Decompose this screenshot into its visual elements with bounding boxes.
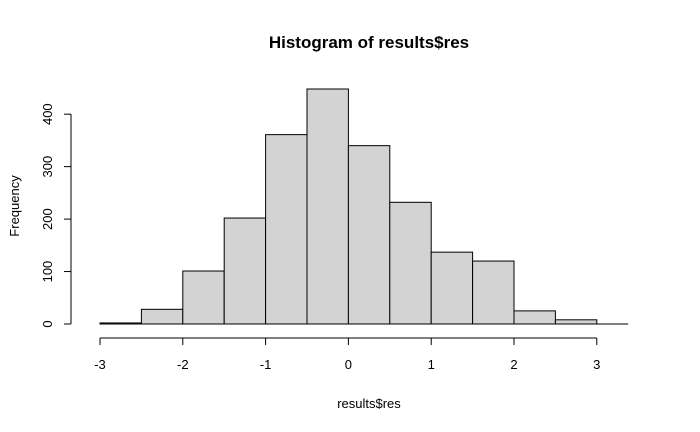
histogram-bar — [306, 88, 349, 325]
x-tick-label: 1 — [428, 357, 435, 372]
y-tick-label: 200 — [40, 208, 55, 230]
y-tick-label: 0 — [40, 320, 55, 327]
histogram-bar — [182, 270, 225, 325]
y-axis-label: Frequency — [7, 175, 22, 237]
chart-title: Histogram of results$res — [269, 33, 469, 52]
y-tick-label: 100 — [40, 261, 55, 283]
x-tick-label: 0 — [345, 357, 352, 372]
x-tick-label: -1 — [260, 357, 272, 372]
histogram-bar — [347, 145, 391, 325]
x-axis: -3 -2 -1 0 1 2 3 — [94, 337, 600, 372]
histogram-bar — [430, 251, 474, 325]
y-tick-label: 300 — [40, 156, 55, 178]
histogram-bar — [472, 260, 515, 325]
histogram-bar — [140, 308, 184, 325]
x-tick-label: 2 — [510, 357, 517, 372]
x-tick-label: -3 — [94, 357, 106, 372]
histogram-bar — [265, 134, 308, 325]
y-tick-label: 400 — [40, 103, 55, 125]
y-axis: 0 100 200 300 400 — [40, 103, 72, 328]
histogram-bar — [554, 319, 598, 325]
histogram-bar — [223, 217, 267, 325]
histogram-bar — [389, 201, 432, 325]
bars-group — [99, 88, 629, 325]
x-axis-label: results$res — [337, 396, 401, 411]
x-tick-label: 3 — [593, 357, 600, 372]
histogram-bar — [513, 310, 556, 325]
x-tick-label: -2 — [177, 357, 189, 372]
